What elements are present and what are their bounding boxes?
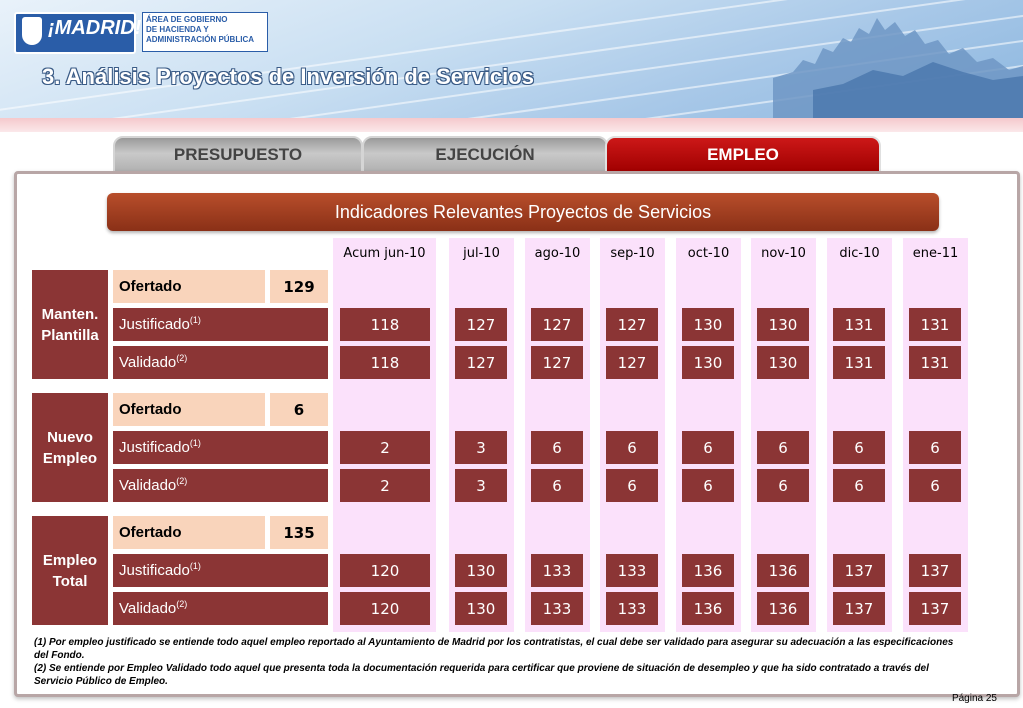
validado-cell: 118 <box>340 346 430 379</box>
validado-cell: 127 <box>606 346 658 379</box>
validado-label-text: Validado <box>119 354 177 371</box>
tab-presupuesto[interactable]: PRESUPUESTO <box>113 136 363 174</box>
tab-empleo[interactable]: EMPLEO <box>605 136 881 174</box>
justificado-cell: 136 <box>757 554 809 587</box>
validado-cell: 136 <box>757 592 809 625</box>
justificado-label-text: Justificado <box>119 316 190 333</box>
tab-ejecucion[interactable]: EJECUCIÓN <box>362 136 608 174</box>
validado-note-marker: (2) <box>176 598 188 609</box>
justificado-cell: 6 <box>531 431 583 464</box>
justificado-cell: 127 <box>455 308 507 341</box>
madrid-shield-icon <box>22 17 42 45</box>
validado-cell: 136 <box>682 592 734 625</box>
justificado-label: Justificado (1) <box>113 431 328 464</box>
justificado-cell: 130 <box>757 308 809 341</box>
area-logo-text: ÁREA DE GOBIERNO DE HACIENDA Y ADMINISTR… <box>146 15 254 44</box>
validado-cell: 3 <box>455 469 507 502</box>
justificado-label-text: Justificado <box>119 439 190 456</box>
logo-text: ¡MADRID! <box>48 17 142 39</box>
validado-cell: 127 <box>455 346 507 379</box>
justificado-cell: 6 <box>682 431 734 464</box>
validado-label-text: Validado <box>119 600 177 617</box>
justificado-label: Justificado (1) <box>113 308 328 341</box>
group-label: Nuevo Empleo <box>32 393 108 502</box>
validado-cell: 6 <box>757 469 809 502</box>
section-banner: Indicadores Relevantes Proyectos de Serv… <box>107 193 939 231</box>
justificado-label-text: Justificado <box>119 562 190 579</box>
column-header: sep-10 <box>610 245 655 261</box>
justificado-cell: 136 <box>682 554 734 587</box>
column-header: dic-10 <box>839 245 880 261</box>
justificado-cell: 118 <box>340 308 430 341</box>
validado-cell: 131 <box>833 346 885 379</box>
justificado-cell: 2 <box>340 431 430 464</box>
validado-cell: 2 <box>340 469 430 502</box>
justificado-cell: 6 <box>909 431 961 464</box>
justificado-cell: 130 <box>682 308 734 341</box>
justificado-cell: 131 <box>909 308 961 341</box>
ofertado-value: 135 <box>270 516 328 549</box>
justificado-cell: 120 <box>340 554 430 587</box>
validado-cell: 120 <box>340 592 430 625</box>
justificado-cell: 133 <box>606 554 658 587</box>
validado-label-text: Validado <box>119 477 177 494</box>
ofertado-value: 129 <box>270 270 328 303</box>
justificado-cell: 127 <box>606 308 658 341</box>
justificado-note-marker: (1) <box>189 560 201 571</box>
validado-label: Validado (2) <box>113 469 328 502</box>
justificado-cell: 131 <box>833 308 885 341</box>
ofertado-label: Ofertado <box>113 270 265 303</box>
justificado-cell: 137 <box>833 554 885 587</box>
justificado-note-marker: (1) <box>189 314 201 325</box>
page-number: Página 25 <box>951 693 997 704</box>
group-label: Manten. Plantilla <box>32 270 108 379</box>
footnote-1: (1) Por empleo justificado se entiende t… <box>34 637 954 661</box>
validado-cell: 133 <box>531 592 583 625</box>
validado-cell: 6 <box>531 469 583 502</box>
validado-note-marker: (2) <box>176 352 188 363</box>
validado-cell: 6 <box>833 469 885 502</box>
validado-cell: 6 <box>606 469 658 502</box>
group-label: Empleo Total <box>32 516 108 625</box>
validado-label: Validado (2) <box>113 592 328 625</box>
validado-cell: 130 <box>682 346 734 379</box>
validado-cell: 137 <box>909 592 961 625</box>
validado-cell: 6 <box>909 469 961 502</box>
ofertado-value: 6 <box>270 393 328 426</box>
validado-cell: 130 <box>455 592 507 625</box>
justificado-cell: 6 <box>606 431 658 464</box>
column-header: oct-10 <box>687 245 730 261</box>
validado-cell: 133 <box>606 592 658 625</box>
column-header: nov-10 <box>761 245 806 261</box>
validado-label: Validado (2) <box>113 346 328 379</box>
area-logo-box <box>142 12 268 52</box>
ofertado-label: Ofertado <box>113 393 265 426</box>
validado-cell: 130 <box>757 346 809 379</box>
column-header: Acum jun-10 <box>343 245 426 261</box>
validado-cell: 131 <box>909 346 961 379</box>
justificado-cell: 137 <box>909 554 961 587</box>
column-header: ene-11 <box>912 245 959 261</box>
justificado-cell: 127 <box>531 308 583 341</box>
footnote-2: (2) Se entiende por Empleo Validado todo… <box>34 663 929 687</box>
justificado-cell: 133 <box>531 554 583 587</box>
justificado-cell: 3 <box>455 431 507 464</box>
justificado-note-marker: (1) <box>189 437 201 448</box>
header-red-band <box>0 118 1023 132</box>
validado-note-marker: (2) <box>176 475 188 486</box>
justificado-cell: 130 <box>455 554 507 587</box>
justificado-label: Justificado (1) <box>113 554 328 587</box>
ofertado-label: Ofertado <box>113 516 265 549</box>
validado-cell: 127 <box>531 346 583 379</box>
column-header: jul-10 <box>463 245 500 261</box>
column-header: ago-10 <box>534 245 581 261</box>
justificado-cell: 6 <box>757 431 809 464</box>
justificado-cell: 6 <box>833 431 885 464</box>
validado-cell: 6 <box>682 469 734 502</box>
page-title: 3. Análisis Proyectos de Inversión de Se… <box>42 64 534 89</box>
city-skyline-illustration <box>773 18 1023 118</box>
validado-cell: 137 <box>833 592 885 625</box>
